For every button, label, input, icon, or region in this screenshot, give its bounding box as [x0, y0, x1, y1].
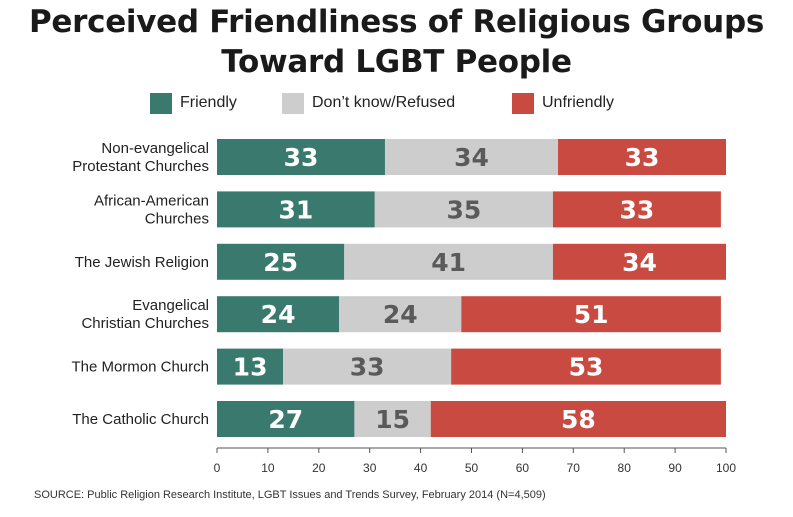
category-label-5: The Mormon Church — [71, 359, 209, 376]
category-label-4-line-1: Evangelical — [132, 297, 209, 314]
bar-friendly-3 — [217, 243, 345, 280]
legend-swatch-dont-know — [282, 92, 304, 114]
x-tick-label-30: 30 — [363, 461, 377, 475]
x-tick-label-100: 100 — [716, 461, 736, 475]
legend-item-dont-know: Don’t know/Refused — [282, 92, 455, 114]
data-label-friendly-2: 31 — [278, 195, 313, 224]
x-tick-label-40: 40 — [414, 461, 428, 475]
bar-friendly-6 — [217, 401, 355, 437]
bar-friendly-4 — [217, 296, 340, 333]
bar-dont-know-3 — [344, 243, 553, 280]
data-label-dont-know-6: 15 — [375, 405, 410, 434]
category-label-1-line-2: Protestant Churches — [72, 158, 209, 175]
data-label-friendly-1: 33 — [284, 143, 319, 172]
bar-dont-know-4 — [339, 296, 462, 333]
data-label-dont-know-5: 33 — [350, 353, 385, 382]
data-label-friendly-5: 13 — [233, 353, 268, 382]
category-label-4-line-2: Christian Churches — [81, 315, 209, 332]
data-label-dont-know-3: 41 — [431, 248, 466, 277]
bar-friendly-5 — [217, 348, 284, 385]
category-label-6: The Catholic Church — [72, 411, 209, 428]
bar-dont-know-6 — [354, 401, 431, 437]
x-tick-label-10: 10 — [261, 461, 275, 475]
legend-label-friendly: Friendly — [180, 94, 237, 111]
bar-friendly-2 — [217, 191, 375, 228]
data-label-unfriendly-3: 34 — [622, 248, 657, 277]
bar-dont-know-5 — [283, 348, 452, 385]
bar-unfriendly-1 — [558, 139, 726, 175]
legend-item-friendly: Friendly — [150, 92, 237, 114]
data-label-dont-know-1: 34 — [454, 143, 489, 172]
bar-unfriendly-6 — [430, 401, 726, 437]
x-tick-label-70: 70 — [567, 461, 581, 475]
bar-dont-know-2 — [374, 191, 553, 228]
legend-item-unfriendly: Unfriendly — [512, 92, 614, 114]
category-label-2-line-1: African-American — [94, 192, 209, 209]
x-tick-label-20: 20 — [312, 461, 326, 475]
bar-unfriendly-4 — [461, 296, 721, 333]
legend-swatch-friendly — [150, 92, 172, 114]
bar-unfriendly-2 — [552, 191, 721, 228]
bar-friendly-1 — [217, 139, 385, 175]
legend-label-unfriendly: Unfriendly — [542, 94, 615, 111]
bar-dont-know-1 — [384, 139, 559, 175]
x-tick-label-60: 60 — [516, 461, 530, 475]
category-label-3: The Jewish Religion — [75, 254, 209, 271]
bar-unfriendly-5 — [451, 348, 721, 385]
data-label-unfriendly-4: 51 — [574, 300, 609, 329]
data-label-dont-know-2: 35 — [446, 195, 481, 224]
x-tick-label-50: 50 — [465, 461, 479, 475]
data-label-unfriendly-6: 58 — [561, 405, 596, 434]
legend-label-dont-know: Don’t know/Refused — [312, 94, 456, 111]
chart-title-line-1: Perceived Friendliness of Religious Grou… — [28, 4, 764, 40]
data-label-dont-know-4: 24 — [383, 300, 418, 329]
data-label-unfriendly-1: 33 — [625, 143, 660, 172]
x-tick-label-0: 0 — [214, 461, 221, 475]
bar-unfriendly-3 — [552, 243, 726, 280]
data-label-unfriendly-2: 33 — [620, 195, 655, 224]
source-note: SOURCE: Public Religion Research Institu… — [34, 489, 546, 501]
data-label-unfriendly-5: 53 — [569, 353, 604, 382]
data-label-friendly-4: 24 — [261, 300, 296, 329]
x-tick-label-80: 80 — [618, 461, 632, 475]
x-tick-label-90: 90 — [668, 461, 682, 475]
data-label-friendly-3: 25 — [263, 248, 298, 277]
chart-title-line-2: Toward LGBT People — [221, 44, 572, 80]
category-label-1-line-1: Non-evangelical — [101, 140, 209, 157]
data-label-friendly-6: 27 — [268, 405, 303, 434]
category-label-2-line-2: Churches — [145, 210, 209, 227]
legend-swatch-unfriendly — [512, 92, 534, 114]
